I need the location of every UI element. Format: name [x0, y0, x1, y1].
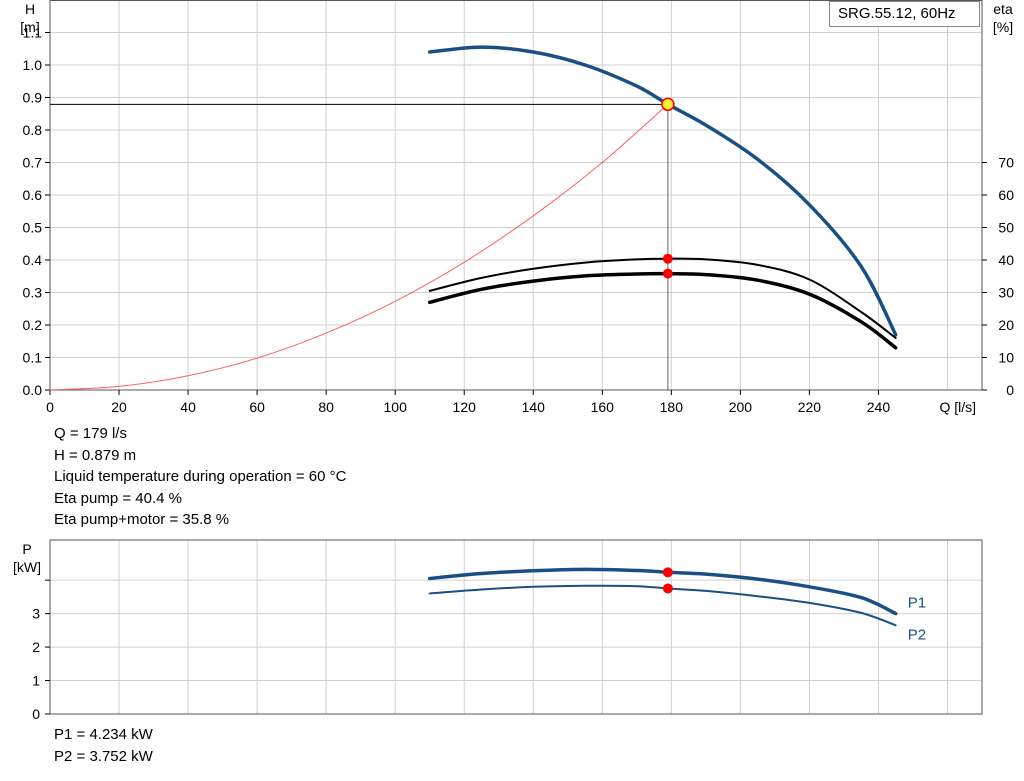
y-left-tick-label: 0.1	[23, 350, 43, 366]
info-p1: P1 = 4.234 kW	[54, 726, 153, 743]
y-left-tick-label: 0.4	[23, 252, 43, 268]
info-head: H = 0.879 m	[54, 446, 137, 464]
y-left-axis-label: H [m]	[20, 1, 39, 35]
y-left-tick-label: 1.0	[23, 57, 43, 73]
marker-eta-pump	[662, 253, 673, 264]
y-right-axis-label: eta [%]	[993, 1, 1013, 35]
x-tick-label: 220	[798, 399, 822, 415]
info-eta-pump-motor: Eta pump+motor = 35.8 %	[54, 511, 230, 528]
series-p1	[427, 567, 898, 616]
power-axis-label: P [kW]	[13, 541, 41, 575]
series-label-p2: P2	[908, 626, 926, 643]
x-tick-label: 80	[318, 399, 334, 415]
y-right-tick-label: 60	[998, 187, 1014, 203]
x-tick-label: 100	[384, 399, 408, 415]
plot-frame	[49, 539, 983, 715]
y-left-tick-label: 0.9	[23, 90, 43, 106]
x-tick-label: 140	[522, 399, 546, 415]
y-left-tick-label: 0.8	[23, 122, 43, 138]
x-tick-label: 180	[660, 399, 684, 415]
x-tick-label: 120	[453, 399, 477, 415]
y-tick-label: 3	[32, 606, 40, 622]
y-left-tick-label: 0.5	[23, 220, 43, 236]
marker-p1	[662, 567, 673, 578]
x-tick-label: 40	[180, 399, 196, 415]
x-tick-label: 200	[729, 399, 753, 415]
y-right-tick-label: 40	[998, 252, 1014, 268]
x-tick-label: 0	[46, 399, 54, 415]
info-liquid-temperature: Liquid temperature during operation = 60…	[54, 468, 347, 485]
y-tick-label: 2	[32, 639, 40, 655]
x-tick-label: 60	[249, 399, 265, 415]
legend-label: SRG.55.12, 60Hz	[829, 1, 980, 27]
info-flow: Q = 179 l/s	[54, 425, 127, 442]
series-p2	[428, 584, 897, 627]
y-left-tick-label: 0.2	[23, 317, 43, 333]
y-left-tick-label: 0.7	[23, 155, 43, 171]
y-tick-label: 1	[32, 673, 40, 689]
y-tick-label: 0	[32, 706, 40, 722]
x-axis-label: Q [l/s]	[939, 399, 976, 415]
marker-duty-point	[661, 97, 675, 112]
y-right-tick-label: 20	[998, 317, 1014, 333]
series-eta-pump	[428, 257, 897, 339]
x-tick-label: 160	[591, 399, 615, 415]
y-right-tick-label: 30	[998, 285, 1014, 301]
y-right-tick-label: 50	[998, 220, 1014, 236]
x-tick-label: 20	[111, 399, 127, 415]
grid	[50, 540, 982, 714]
series-eta-pump-motor	[427, 271, 898, 350]
head-efficiency-chart: 0 20 40 60 80 100 120 140 160 180 200 220 240 Q [l/s]…	[20, 0, 1014, 415]
grid	[50, 0, 982, 390]
marker-p2	[662, 583, 673, 594]
y-left-tick-label: 0.3	[23, 285, 43, 301]
y-left-tick-label: 1.1	[23, 25, 43, 41]
y-right-tick-label: 10	[998, 350, 1014, 366]
series-system-curve	[49, 103, 669, 391]
power-chart: 0 1 2 3 P [kW] P1 P2	[13, 539, 983, 722]
y-left-tick-label: 0.0	[23, 382, 43, 398]
y-right-tick-label: 70	[998, 155, 1014, 171]
series-pump-head	[427, 45, 898, 337]
series-label-p1: P1	[908, 595, 926, 612]
y-left-tick-label: 0.6	[23, 187, 43, 203]
y-right-tick-label: 0	[1006, 382, 1014, 398]
info-p2: P2 = 3.752 kW	[54, 747, 153, 765]
x-tick-label: 240	[867, 399, 891, 415]
marker-eta-pump-motor	[662, 268, 673, 279]
info-eta-pump: Eta pump = 40.4 %	[54, 489, 182, 507]
